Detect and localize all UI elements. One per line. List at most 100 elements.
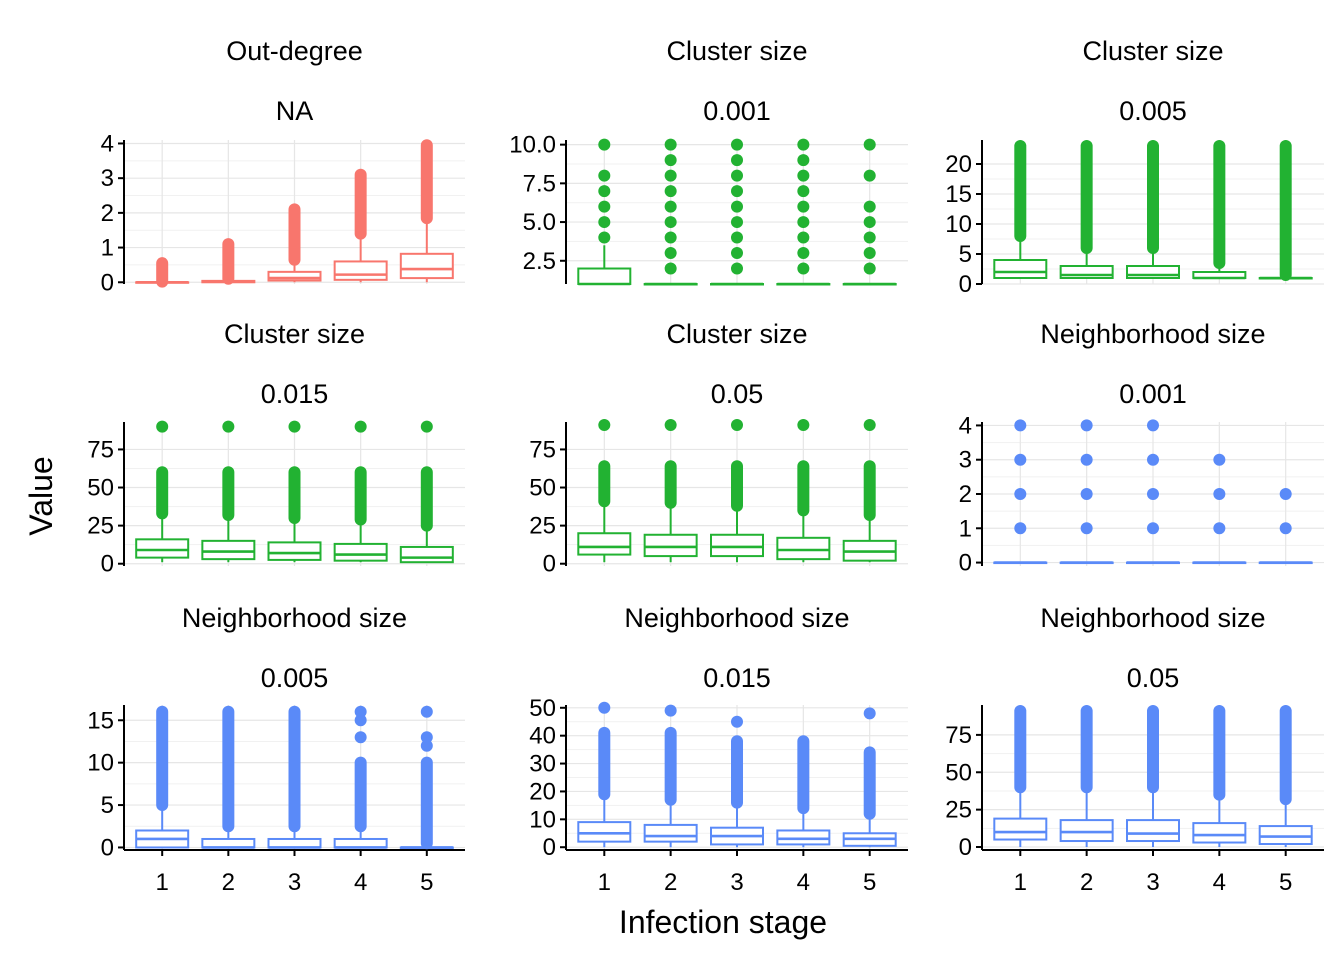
box-iqr xyxy=(993,259,1048,279)
outlier-point xyxy=(420,739,433,752)
box-stage-3 xyxy=(710,419,764,563)
outlier-point xyxy=(354,705,367,718)
box-iqr xyxy=(776,536,831,561)
outlier-band xyxy=(420,466,433,532)
outlier-band xyxy=(1279,704,1292,806)
y-tick-label: 50 xyxy=(529,475,556,502)
y-tick-label: 0 xyxy=(101,551,114,578)
outlier-point xyxy=(797,262,810,275)
y-tick-label: 4 xyxy=(101,130,114,157)
outlier-point xyxy=(664,247,677,260)
x-tick-label: 5 xyxy=(863,869,876,896)
panel-6: Neighborhood size 0.001 0 1 2 3 4 xyxy=(959,319,1324,577)
outlier-point xyxy=(664,216,677,229)
outlier-point xyxy=(731,262,743,275)
box-stage-3 xyxy=(267,203,322,283)
y-tick-label: 10 xyxy=(529,806,556,833)
outlier-point xyxy=(797,216,810,229)
box-stage-3 xyxy=(710,715,764,848)
outlier-point xyxy=(863,138,876,151)
outlier-band xyxy=(222,466,235,521)
y-tick-label: 75 xyxy=(529,436,556,463)
outlier-point xyxy=(1147,522,1159,535)
box-iqr xyxy=(399,545,454,564)
y-tick-label: 0 xyxy=(101,834,114,861)
outlier-point xyxy=(598,701,611,714)
box-iqr xyxy=(776,829,831,846)
box-stage-5 xyxy=(842,138,897,286)
panel-facet-title: Neighborhood size xyxy=(1040,319,1265,349)
box-stage-4 xyxy=(333,168,388,283)
outlier-point xyxy=(731,200,743,213)
y-tick-label: 0 xyxy=(543,551,556,578)
panel-facet-title: Neighborhood size xyxy=(182,603,407,633)
panel-param-title: 0.001 xyxy=(703,96,771,126)
outlier-point xyxy=(863,707,876,720)
box-stage-1 xyxy=(993,140,1048,279)
outlier-band xyxy=(354,168,367,240)
outlier-band xyxy=(863,746,876,820)
box-stage-5 xyxy=(842,707,897,848)
x-tick-label: 2 xyxy=(222,869,235,896)
box-stage-4 xyxy=(776,138,831,286)
box-iqr xyxy=(1192,822,1247,844)
y-tick-label: 25 xyxy=(87,513,114,540)
box-stage-3 xyxy=(1126,140,1180,279)
box-stage-4 xyxy=(1192,704,1247,848)
outlier-point xyxy=(664,154,677,167)
outlier-band xyxy=(598,726,611,801)
outlier-band xyxy=(1147,704,1159,794)
outlier-band xyxy=(664,460,677,509)
outlier-band xyxy=(731,460,743,512)
x-tick-label: 1 xyxy=(1014,869,1027,896)
box-stage-1 xyxy=(577,419,632,563)
box-stage-3 xyxy=(267,705,322,849)
x-axis-title: Infection stage xyxy=(619,904,827,940)
box-stage-3 xyxy=(710,138,764,286)
outlier-point xyxy=(731,715,743,728)
y-tick-label: 0 xyxy=(959,550,972,577)
outlier-band xyxy=(1014,140,1027,242)
panel-param-title: 0.015 xyxy=(261,379,329,409)
box-stage-3 xyxy=(267,420,322,563)
box-iqr xyxy=(201,539,256,561)
box-iqr xyxy=(710,533,764,558)
panel-9: Neighborhood size 0.05 0 25 50 75 1 2 3 4 5 xyxy=(945,603,1324,896)
outlier-point xyxy=(863,262,876,275)
box-iqr xyxy=(1059,819,1114,843)
outlier-point xyxy=(1080,453,1093,466)
y-tick-label: 5 xyxy=(959,241,972,268)
y-tick-label: 15 xyxy=(87,707,114,734)
outlier-point xyxy=(863,247,876,260)
outlier-point xyxy=(664,185,677,198)
outlier-band xyxy=(1080,704,1093,794)
x-tick-label: 3 xyxy=(730,869,743,896)
outlier-point xyxy=(731,231,743,244)
panel-facet-title: Cluster size xyxy=(1082,36,1223,66)
box-iqr xyxy=(643,533,698,558)
outlier-point xyxy=(664,419,677,432)
outlier-point xyxy=(863,231,876,244)
box-stage-3 xyxy=(1126,419,1180,565)
panel-2: Cluster size 0.001 2.5 5.0 7.5 10.0 xyxy=(509,36,908,286)
outlier-point xyxy=(354,420,367,433)
box-stage-5 xyxy=(1258,140,1313,281)
x-tick-label: 1 xyxy=(598,869,611,896)
outlier-point xyxy=(598,185,611,198)
y-tick-label: 0 xyxy=(959,271,972,298)
outlier-point xyxy=(420,420,433,433)
panel-3: Cluster size 0.005 0 5 10 15 20 xyxy=(945,36,1324,298)
x-tick-label: 5 xyxy=(420,869,433,896)
outlier-point xyxy=(420,705,433,718)
outlier-point xyxy=(797,200,810,213)
box-stage-4 xyxy=(776,735,831,848)
outlier-band xyxy=(288,466,301,524)
y-tick-label: 10 xyxy=(87,750,114,777)
outlier-band xyxy=(598,460,611,508)
box-stage-2 xyxy=(643,138,698,286)
panel-4: Cluster size 0.015 0 25 50 75 xyxy=(87,319,465,578)
panel-param-title: 0.005 xyxy=(1119,96,1187,126)
outlier-point xyxy=(664,169,677,182)
y-tick-label: 50 xyxy=(529,695,556,722)
box-stage-2 xyxy=(643,704,698,848)
